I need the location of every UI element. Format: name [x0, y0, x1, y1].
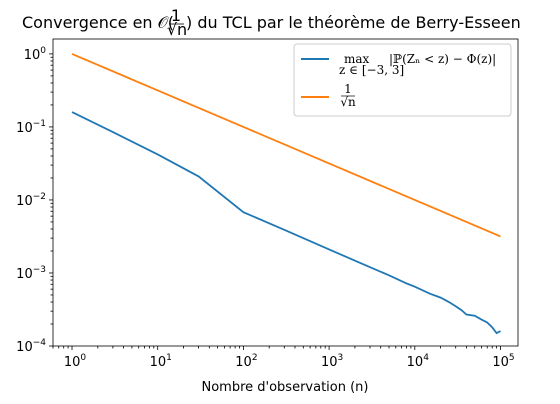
- x-tick-label-5: 105: [492, 353, 514, 370]
- x-axis-label: Nombre d'observation (n): [201, 380, 368, 395]
- series-line-1: [71, 53, 501, 238]
- y-tick-label-3: 10−1: [16, 119, 46, 136]
- x-tick-label-1: 101: [150, 353, 172, 370]
- x-tick-label-3: 103: [321, 353, 343, 370]
- legend-label-0-main: max: [344, 52, 370, 66]
- series-layer: [71, 53, 501, 335]
- chart-title: Convergence en 𝒪(: [22, 13, 174, 32]
- title-frac-den: √n: [167, 20, 187, 39]
- title-prefix: Convergence en 𝒪(: [22, 13, 174, 32]
- title-frac-num: 1: [171, 6, 181, 25]
- legend-label-1-num: 1: [344, 82, 352, 96]
- legend-label-1-den: √n: [340, 95, 356, 109]
- x-tick-label-2: 102: [235, 353, 257, 370]
- legend: max z ∈ [−3, 3] |ℙ(Zₙ < z) − Φ(z)| 1 √n: [293, 43, 512, 117]
- y-tick-label-1: 10−3: [16, 265, 46, 282]
- ticks-layer: 100 101 102 103 104 105 10−4 10−3 10−2 10−1 100: [16, 46, 514, 370]
- x-tick-label-4: 104: [407, 353, 430, 370]
- y-tick-label-4: 100: [24, 46, 47, 63]
- legend-box: [293, 43, 512, 117]
- series-line-0: [71, 111, 501, 335]
- y-tick-label-0: 10−4: [16, 338, 46, 355]
- title-suffix: ) du TCL par le théorème de Berry-Esseen: [186, 13, 521, 32]
- x-tick-label-0: 100: [64, 353, 87, 370]
- legend-label-0-sub: z ∈ [−3, 3]: [339, 63, 404, 77]
- y-tick-label-2: 10−2: [16, 192, 46, 209]
- legend-label-0-expr: |ℙ(Zₙ < z) − Φ(z)|: [389, 52, 496, 66]
